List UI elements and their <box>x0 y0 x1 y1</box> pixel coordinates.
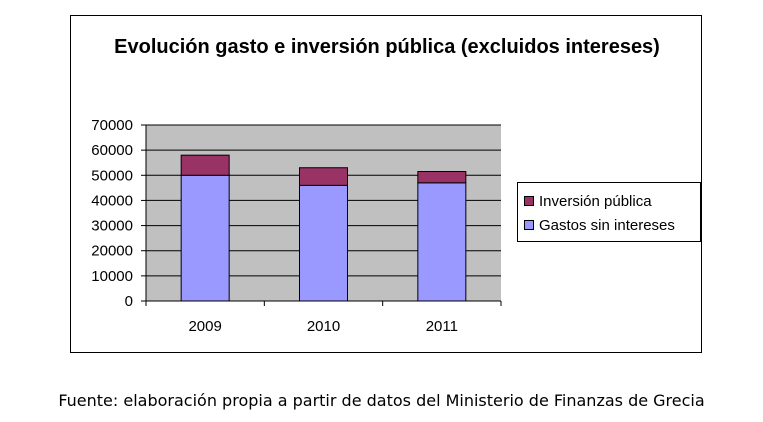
legend-swatch-inversion <box>524 196 534 206</box>
bar-inversion-2011 <box>417 171 467 184</box>
bar-inversion-2009 <box>180 154 230 176</box>
legend-item-inversion: Inversión pública <box>524 191 652 211</box>
legend-label-inversion: Inversión pública <box>539 192 652 210</box>
y-tick-label: 20000 <box>91 243 133 260</box>
x-tick-label: 2010 <box>307 318 340 335</box>
chart-frame: Evolución gasto e inversión pública (exc… <box>70 15 702 353</box>
bar-gastos-2010 <box>299 184 348 302</box>
bar-gastos-2009 <box>180 174 230 302</box>
x-tick-label: 2011 <box>426 318 458 335</box>
x-tick-label: 2009 <box>188 318 221 335</box>
bar-gastos-2011 <box>417 182 467 302</box>
chart-title: Evolución gasto e inversión pública (exc… <box>114 36 660 58</box>
y-tick-label: 50000 <box>91 167 133 184</box>
legend-swatch-gastos <box>524 220 534 230</box>
legend: Inversión pública Gastos sin intereses <box>517 182 701 242</box>
bar-inversion-2010 <box>299 167 348 186</box>
source-note: Fuente: elaboración propia a partir de d… <box>58 391 705 410</box>
y-tick-label: 0 <box>125 293 133 310</box>
legend-label-gastos: Gastos sin intereses <box>539 216 675 234</box>
y-tick-label: 30000 <box>91 218 133 235</box>
y-tick-label: 10000 <box>91 268 133 285</box>
y-tick-label: 60000 <box>91 142 133 159</box>
y-tick-label: 40000 <box>91 192 133 209</box>
plot-area: 0 10000 20000 30000 40000 50000 60000 70000 2009… <box>91 117 502 335</box>
y-tick-label: 70000 <box>91 117 133 134</box>
legend-item-gastos: Gastos sin intereses <box>524 215 675 235</box>
